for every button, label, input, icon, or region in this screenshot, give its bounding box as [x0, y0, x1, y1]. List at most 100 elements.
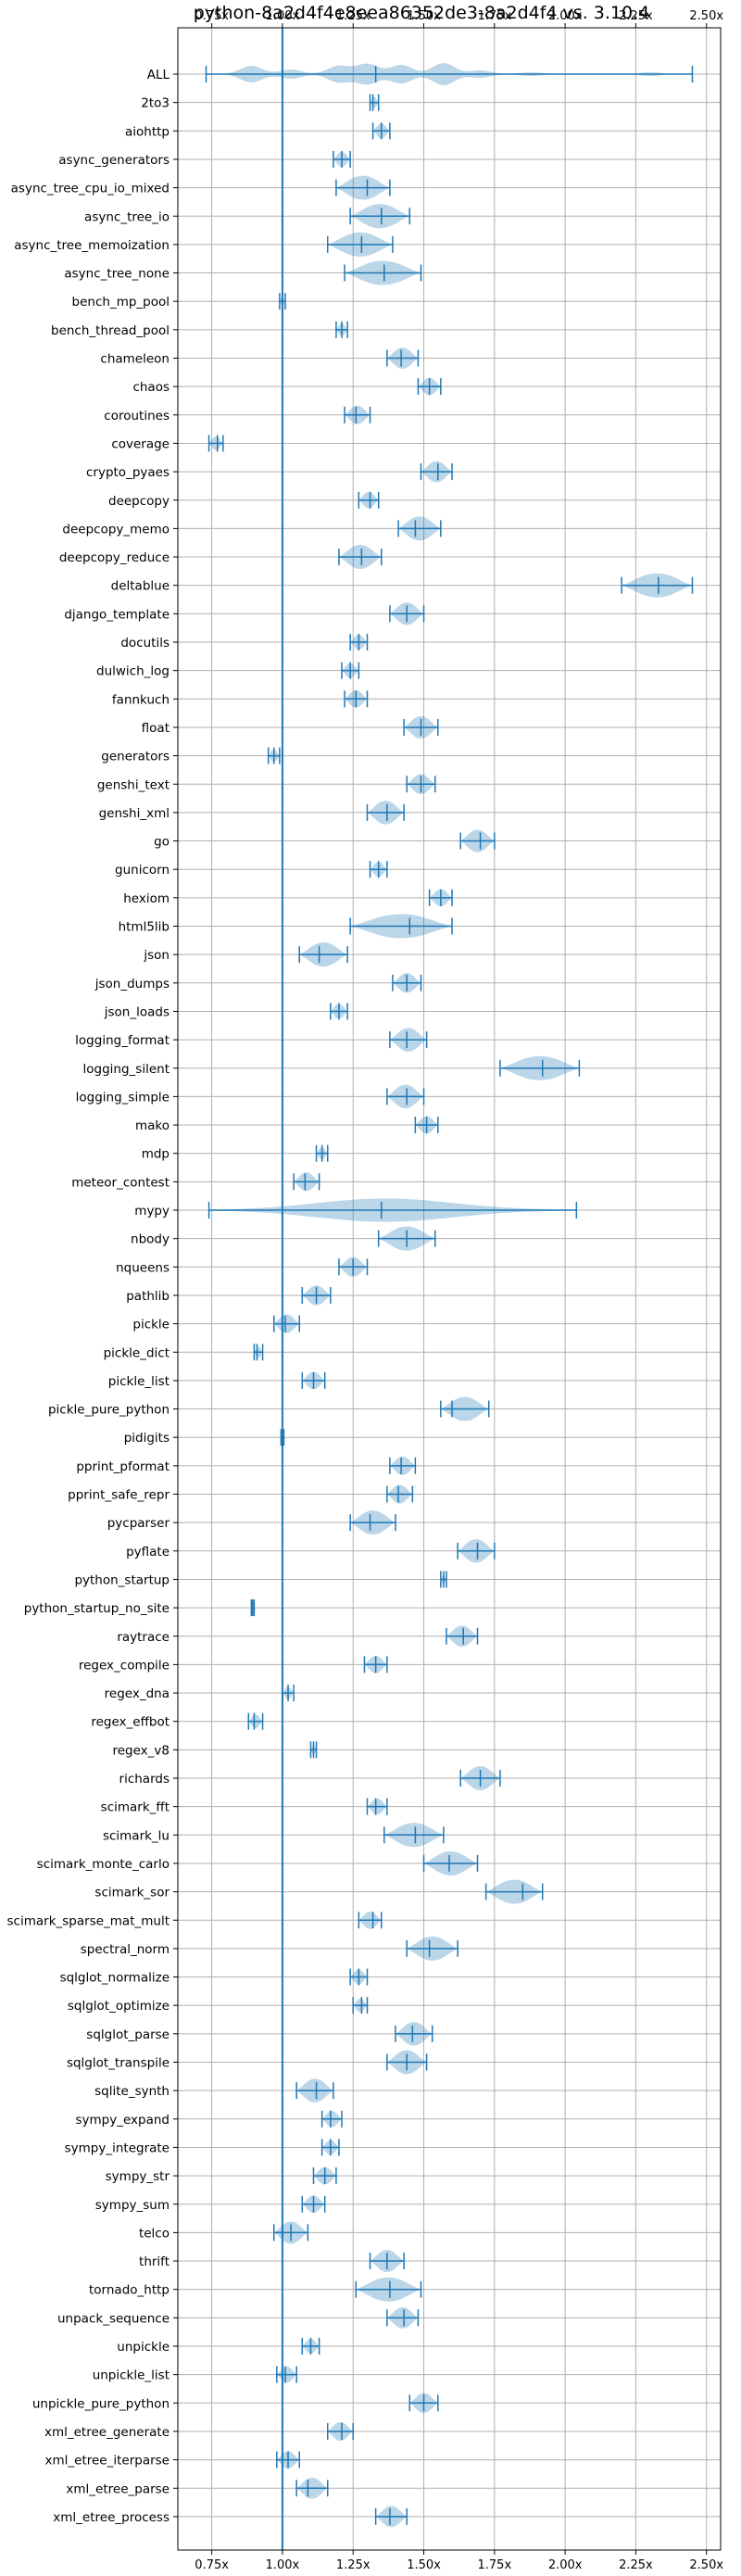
category-label-layer: ALL 2to3 aiohttp async_generators async_tree…: [7, 68, 170, 2525]
x-tick-label-bottom: 1.25x: [336, 2558, 370, 2572]
category-label: sympy_expand: [75, 2113, 170, 2128]
category-label: telco: [139, 2226, 170, 2241]
category-label: async_generators: [58, 153, 170, 168]
category-label: scimark_monte_carlo: [37, 1857, 170, 1872]
category-label: python_startup_no_site: [24, 1601, 170, 1616]
category-label: mypy: [134, 1204, 170, 1219]
category-label: nqueens: [116, 1260, 170, 1275]
category-label: regex_compile: [79, 1658, 170, 1673]
category-label: sympy_str: [106, 2169, 170, 2184]
x-tick-label-bottom: 2.00x: [548, 2558, 583, 2572]
category-label: mdp: [142, 1147, 170, 1162]
category-label: logging_format: [75, 1033, 170, 1048]
category-label: deltablue: [111, 579, 170, 594]
category-label: ALL: [147, 68, 170, 82]
category-label: crypto_pyaes: [86, 465, 170, 480]
category-label: json: [143, 948, 170, 963]
category-label: xml_etree_parse: [66, 2481, 170, 2496]
category-label: xml_etree_iterparse: [45, 2454, 170, 2469]
x-tick-label-top: 1.50x: [407, 9, 441, 23]
category-label: spectral_norm: [81, 1942, 170, 1957]
category-label: regex_dna: [105, 1686, 170, 1701]
category-label: pathlib: [126, 1289, 170, 1304]
category-label: coverage: [111, 436, 170, 451]
category-label: coroutines: [104, 409, 170, 423]
category-label: async_tree_io: [84, 209, 170, 224]
category-label: chameleon: [100, 352, 170, 367]
category-label: go: [154, 835, 170, 850]
category-label: pprint_pformat: [76, 1459, 170, 1474]
category-label: logging_simple: [76, 1090, 170, 1105]
category-label: scimark_lu: [103, 1828, 170, 1843]
x-tick-label-bottom: 1.50x: [407, 2558, 441, 2572]
x-tick-label-bottom: 2.50x: [689, 2558, 723, 2572]
x-tick-label-bottom: 2.25x: [619, 2558, 653, 2572]
category-label: dulwich_log: [96, 664, 170, 679]
category-label: pidigits: [124, 1431, 170, 1446]
category-label: float: [142, 721, 170, 736]
x-tick-label-top: 2.50x: [689, 9, 723, 23]
x-tick-label-top: 1.25x: [336, 9, 370, 23]
category-label: html5lib: [119, 920, 170, 935]
category-label: pickle: [132, 1318, 170, 1332]
category-label: bench_thread_pool: [51, 323, 170, 338]
category-label: scimark_sor: [94, 1886, 170, 1900]
category-label: async_tree_none: [64, 267, 170, 282]
category-label: async_tree_memoization: [14, 238, 170, 253]
category-label: xml_etree_generate: [44, 2425, 170, 2440]
category-label: unpickle_pure_python: [32, 2396, 170, 2411]
category-label: pprint_safe_repr: [68, 1488, 170, 1503]
category-label: genshi_text: [97, 777, 170, 792]
category-label: sqlglot_transpile: [67, 2056, 170, 2071]
category-label: pickle_dict: [104, 1345, 170, 1360]
category-label: pickle_pure_python: [48, 1403, 170, 1418]
category-label: xml_etree_process: [53, 2510, 170, 2525]
category-label: sympy_sum: [95, 2198, 170, 2213]
category-label: unpack_sequence: [57, 2311, 170, 2326]
category-label: tornado_http: [89, 2283, 170, 2298]
category-label: bench_mp_pool: [72, 295, 170, 309]
category-label: fannkuch: [112, 692, 170, 707]
tick-layer: 0.75x 0.75x 1.00x 1.00x 1.25x 1.25x 1.50x 1.50x…: [173, 9, 723, 2572]
category-label: logging_silent: [83, 1062, 170, 1077]
category-label: genshi_xml: [99, 806, 170, 821]
category-label: pycparser: [107, 1516, 170, 1531]
category-label: json_dumps: [94, 977, 170, 991]
category-label: unpickle_list: [93, 2368, 170, 2383]
category-label: django_template: [64, 607, 170, 622]
category-label: nbody: [131, 1232, 170, 1247]
category-label: mako: [135, 1118, 170, 1133]
category-label: pyflate: [126, 1545, 170, 1559]
category-label: regex_effbot: [91, 1715, 170, 1730]
category-label: deepcopy_reduce: [59, 550, 170, 565]
category-label: gunicorn: [115, 863, 170, 878]
category-label: sympy_integrate: [65, 2140, 170, 2155]
x-tick-label-top: 1.00x: [266, 9, 300, 23]
category-label: sqlglot_optimize: [68, 1999, 170, 2014]
category-label: sqlglot_parse: [86, 2027, 170, 2042]
grid-layer: [178, 28, 721, 2550]
category-label: deepcopy: [108, 494, 170, 509]
category-label: json_loads: [104, 1004, 170, 1019]
violin-layer: [205, 63, 694, 2528]
category-label: aiohttp: [125, 124, 170, 139]
category-label: meteor_contest: [71, 1175, 170, 1190]
plot-frame: [177, 27, 722, 2551]
x-tick-label-bottom: 1.00x: [266, 2558, 300, 2572]
category-label: async_tree_cpu_io_mixed: [11, 182, 170, 196]
category-label: 2to3: [141, 96, 170, 111]
category-label: scimark_fft: [101, 1800, 170, 1815]
category-label: chaos: [132, 380, 170, 395]
x-tick-label-top: 1.75x: [478, 9, 512, 23]
category-label: sqlglot_normalize: [60, 1971, 170, 1986]
x-tick-label-top: 2.00x: [548, 9, 583, 23]
category-label: hexiom: [123, 891, 170, 906]
x-tick-label-bottom: 1.75x: [478, 2558, 512, 2572]
category-label: docutils: [120, 636, 170, 650]
x-tick-label-top: 2.25x: [619, 9, 653, 23]
category-label: thrift: [139, 2254, 170, 2269]
category-label: generators: [101, 750, 170, 764]
chart-title: python-8a2d4f4e8eea86352de3-8a2d4f4 vs. …: [194, 3, 649, 23]
category-label: richards: [119, 1772, 170, 1787]
